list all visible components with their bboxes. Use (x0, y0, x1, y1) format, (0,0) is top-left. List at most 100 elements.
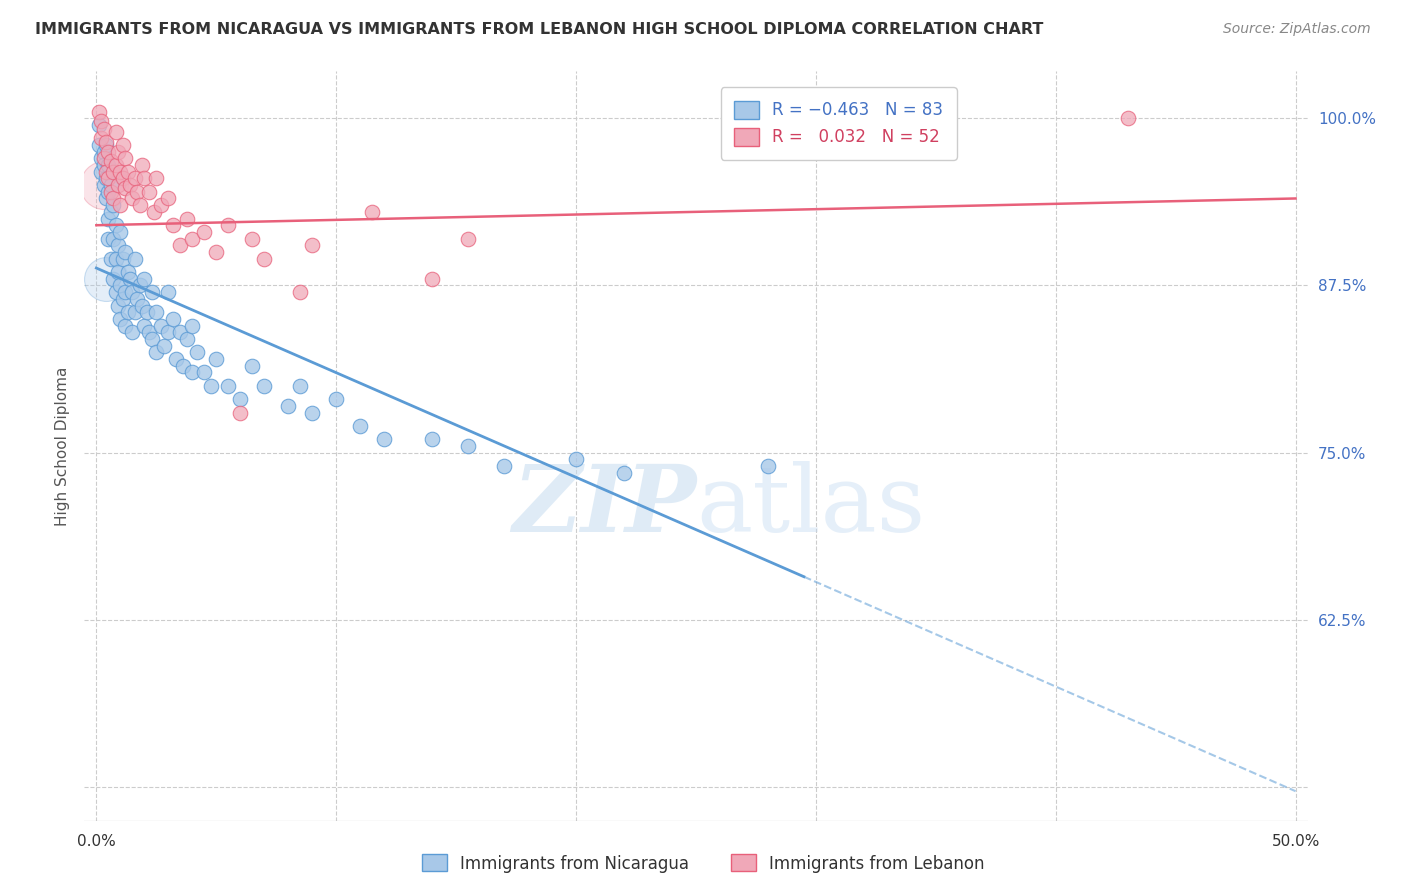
Point (217, 378, 239, 392)
Point (131, 158, 153, 172)
Point (110, 164, 132, 178)
Point (205, 244, 228, 259)
Point (157, 285, 180, 300)
Point (150, 318, 173, 333)
Point (107, 265, 129, 279)
Point (457, 231, 479, 245)
Point (145, 345, 167, 359)
Point (107, 145, 129, 159)
Point (420, 432, 443, 446)
Point (94, 164, 117, 178)
Point (87, 137, 110, 152)
Point (277, 399, 299, 413)
Point (229, 392, 252, 407)
Point (100, 185, 122, 199)
Point (138, 185, 160, 199)
Point (110, 225, 132, 239)
Point (101, 198, 124, 212)
Point (97, 231, 120, 245)
Point (87, 104, 110, 119)
Point (100, 153, 122, 168)
Point (128, 198, 150, 212)
Point (217, 218, 239, 232)
Point (613, 466, 636, 480)
Text: ZIP: ZIP (512, 461, 696, 551)
Point (94, 135, 117, 149)
Point (104, 252, 127, 266)
Legend: Immigrants from Nicaragua, Immigrants from Lebanon: Immigrants from Nicaragua, Immigrants fr… (415, 847, 991, 880)
Point (104, 158, 127, 172)
Y-axis label: High School Diploma: High School Diploma (55, 367, 70, 525)
Point (93, 178, 115, 193)
Point (127, 185, 149, 199)
Point (117, 164, 139, 178)
Point (457, 439, 479, 453)
Point (253, 252, 276, 266)
Point (114, 285, 136, 300)
Point (101, 164, 124, 178)
Point (124, 171, 146, 186)
Point (107, 238, 129, 252)
Point (100, 204, 122, 219)
Point (114, 244, 136, 259)
Point (193, 366, 215, 380)
Point (172, 359, 194, 373)
Point (186, 345, 208, 359)
Point (157, 326, 180, 340)
Point (290, 285, 312, 300)
Point (100, 252, 122, 266)
Point (117, 265, 139, 279)
Point (141, 285, 163, 300)
Point (145, 305, 167, 319)
Point (127, 292, 149, 306)
Point (176, 332, 198, 346)
Point (111, 292, 134, 306)
Point (110, 198, 132, 212)
Point (240, 231, 263, 245)
Point (145, 171, 167, 186)
Point (94, 271, 117, 285)
Point (97, 211, 120, 226)
Point (94, 137, 117, 152)
Point (93, 178, 115, 193)
Point (1116, 111, 1139, 125)
Point (141, 332, 163, 346)
Point (240, 359, 263, 373)
Point (420, 271, 443, 285)
Point (301, 405, 323, 419)
Point (301, 238, 323, 252)
Point (101, 231, 124, 245)
Point (205, 352, 228, 367)
Point (181, 318, 204, 333)
Point (114, 152, 136, 166)
Point (101, 191, 124, 205)
Point (134, 271, 156, 285)
Point (94, 191, 117, 205)
Point (142, 204, 165, 219)
Point (494, 458, 516, 473)
Point (93, 121, 115, 136)
Text: Source: ZipAtlas.com: Source: ZipAtlas.com (1223, 22, 1371, 37)
Point (135, 305, 157, 319)
Point (361, 204, 384, 219)
Point (90, 131, 112, 145)
Point (100, 178, 122, 193)
Point (87, 118, 110, 132)
Point (150, 198, 173, 212)
Point (114, 318, 136, 333)
Point (229, 405, 252, 419)
Point (93, 152, 115, 166)
Point (121, 191, 143, 205)
Text: atlas: atlas (696, 461, 925, 551)
Point (290, 378, 312, 392)
Point (756, 458, 779, 473)
Point (118, 178, 141, 193)
Point (124, 305, 146, 319)
Point (134, 318, 156, 333)
Point (107, 298, 129, 312)
Point (90, 113, 112, 128)
Point (97, 145, 120, 159)
Point (373, 432, 395, 446)
Point (169, 238, 191, 252)
Legend: R = −0.463   N = 83, R =   0.032   N = 52: R = −0.463 N = 83, R = 0.032 N = 52 (721, 87, 956, 160)
